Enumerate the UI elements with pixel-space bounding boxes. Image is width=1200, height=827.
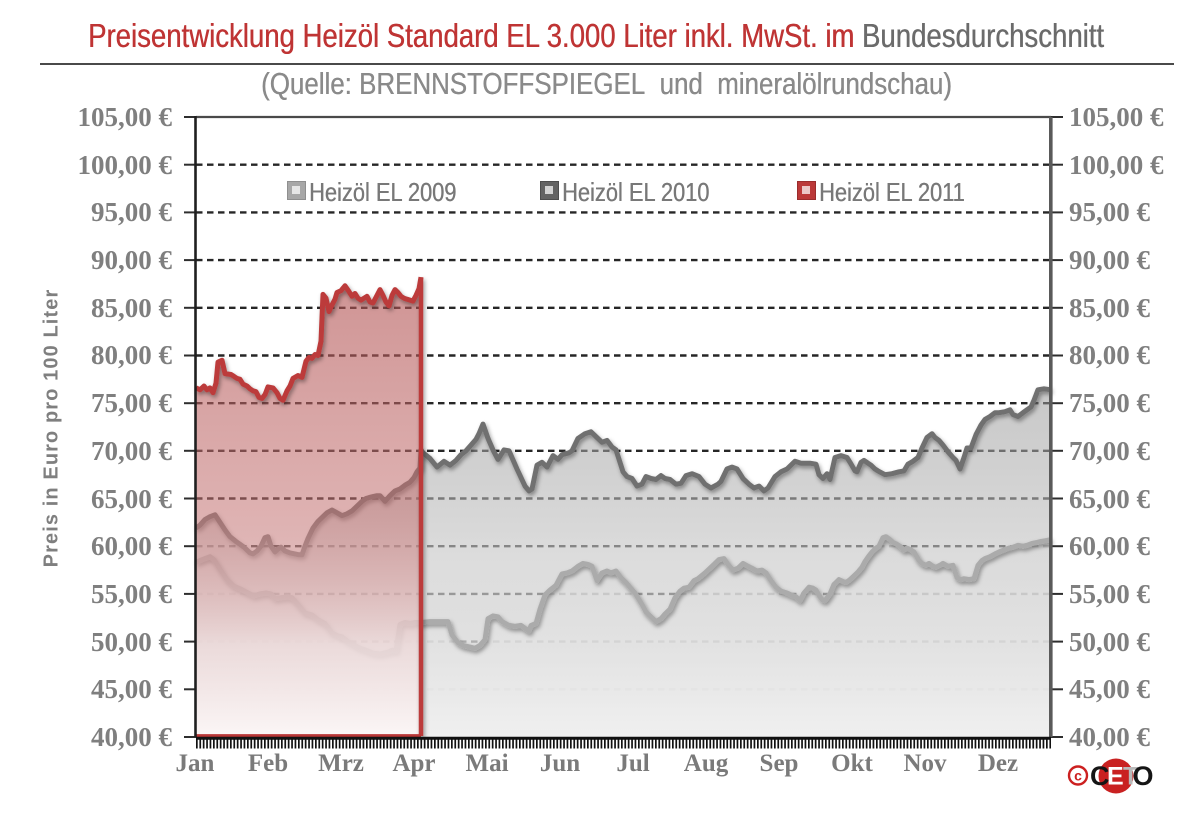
svg-text:E: E: [1107, 763, 1124, 791]
svg-text:C: C: [1090, 761, 1110, 791]
svg-text:T: T: [1123, 763, 1138, 791]
svg-text:O: O: [1133, 761, 1154, 791]
svg-text:c: c: [1074, 768, 1082, 784]
